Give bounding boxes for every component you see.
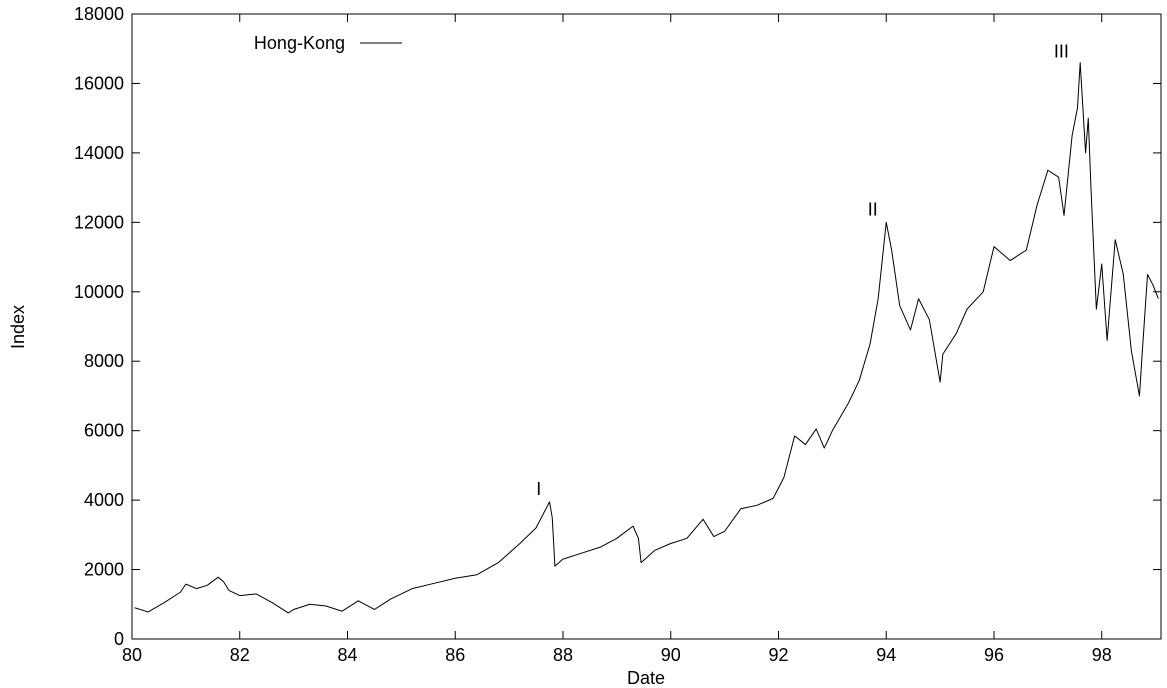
- y-tick-label: 12000: [74, 212, 124, 232]
- y-tick-label: 6000: [84, 421, 124, 441]
- x-tick-label: 88: [553, 645, 573, 665]
- y-tick-label: 4000: [84, 490, 124, 510]
- x-tick-label: 86: [445, 645, 465, 665]
- y-tick-label: 2000: [84, 560, 124, 580]
- y-axis-label: Index: [8, 305, 28, 349]
- y-tick-label: 18000: [74, 4, 124, 24]
- y-axis: 0 2000 4000 6000 8000 10000 12000 14000 16000 180…: [74, 4, 1161, 649]
- x-tick-label: 92: [768, 645, 788, 665]
- y-tick-label: 10000: [74, 282, 124, 302]
- peak-annotation: II: [868, 199, 878, 219]
- y-tick-label: 8000: [84, 351, 124, 371]
- legend-label: Hong-Kong: [254, 33, 345, 53]
- x-tick-label: 82: [230, 645, 250, 665]
- peak-annotation: III: [1054, 41, 1069, 61]
- x-axis-label: Date: [627, 668, 665, 688]
- legend: Hong-Kong: [254, 33, 402, 53]
- y-tick-label: 16000: [74, 73, 124, 93]
- peak-annotation: I: [536, 479, 541, 499]
- x-tick-label: 84: [337, 645, 357, 665]
- x-axis: 80 82 84 86 88 90 92 94 96 98: [122, 14, 1112, 665]
- series-line-hong-kong: [134, 62, 1159, 614]
- y-tick-label: 0: [114, 629, 124, 649]
- plot-frame: [131, 13, 1162, 640]
- x-tick-label: 98: [1092, 645, 1112, 665]
- x-tick-label: 94: [876, 645, 896, 665]
- series-layer: [134, 62, 1159, 614]
- x-tick-label: 90: [661, 645, 681, 665]
- x-tick-label: 80: [122, 645, 142, 665]
- y-tick-label: 14000: [74, 143, 124, 163]
- x-tick-label: 96: [984, 645, 1004, 665]
